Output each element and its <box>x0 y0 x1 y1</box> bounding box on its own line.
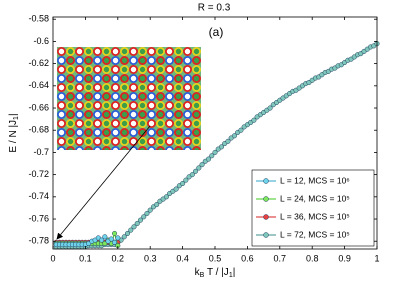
data-point <box>251 117 257 123</box>
data-point <box>180 180 186 187</box>
data-point <box>205 156 212 162</box>
y-tick-label: -0.74 <box>28 191 49 201</box>
data-point <box>112 230 118 237</box>
data-point <box>144 210 150 217</box>
data-point <box>154 202 160 208</box>
legend-label: L = 12, MCS = 10⁶ <box>280 175 350 185</box>
data-point <box>141 214 147 220</box>
legend-swatch-marker <box>263 214 269 220</box>
x-tick-label: 0.5 <box>209 253 222 263</box>
ylabel-part: E / N |J <box>8 120 19 153</box>
y-tick-label: -0.62 <box>28 58 49 68</box>
inset-lattice <box>57 47 201 150</box>
x-tick-label: 0 <box>50 253 55 263</box>
data-point <box>137 217 144 223</box>
legend-swatch-marker <box>263 232 269 238</box>
x-tick-label: 0.4 <box>176 253 189 263</box>
xlabel-part: | <box>233 267 236 278</box>
legend: L = 12, MCS = 10⁶ L = 24, MCS = 10⁵ L = 36… <box>251 169 375 247</box>
y-tick-label: -0.68 <box>28 125 49 135</box>
y-tick-label: -0.78 <box>28 236 49 246</box>
x-tick-label: 0.3 <box>144 253 157 263</box>
ylabel-part: 1 <box>13 116 20 120</box>
data-point <box>99 237 105 243</box>
data-point <box>147 207 153 213</box>
xlabel-part: B <box>200 272 205 279</box>
legend-label: L = 72, MCS = 10⁵ <box>280 229 350 239</box>
data-point <box>173 186 179 192</box>
y-tick-label: -0.72 <box>28 169 49 179</box>
data-point <box>199 162 205 168</box>
data-point <box>183 177 189 183</box>
data-point <box>225 138 231 144</box>
data-point <box>218 144 225 150</box>
data-point <box>108 236 114 242</box>
xlabel-part: T / |J <box>204 267 228 278</box>
data-point <box>212 149 218 155</box>
data-point <box>209 153 215 159</box>
legend-label: L = 24, MCS = 10⁵ <box>280 193 350 203</box>
x-tick-label: 0.6 <box>241 253 254 263</box>
x-tick-label: 0.7 <box>274 253 287 263</box>
x-tick-label: 0.1 <box>79 253 92 263</box>
legend-swatch-marker <box>263 196 269 202</box>
data-point <box>124 230 131 237</box>
xlabel-part: 1 <box>229 272 233 279</box>
data-point <box>131 224 137 230</box>
legend-swatch-marker <box>263 178 269 184</box>
data-point <box>112 239 118 245</box>
xlabel-part: k <box>195 267 201 278</box>
y-tick-label: -0.7 <box>33 147 49 157</box>
annotation: (a) <box>209 25 224 39</box>
data-point <box>115 235 121 241</box>
y-tick-label: -0.66 <box>28 102 49 112</box>
x-tick-label: 0.2 <box>112 253 125 263</box>
data-point <box>196 165 202 171</box>
x-axis-label: kB T / |J1| <box>195 267 236 280</box>
y-tick-label: -0.6 <box>33 36 49 46</box>
chart-title: R = 0.3 <box>198 3 231 14</box>
data-point <box>193 168 199 174</box>
data-point <box>267 105 273 111</box>
x-tick-label: 0.8 <box>306 253 319 263</box>
data-point <box>102 234 108 240</box>
y-tick-label: -0.58 <box>28 14 49 24</box>
plot <box>53 41 380 250</box>
data-point <box>134 220 140 227</box>
data-point <box>163 194 169 200</box>
data-point <box>128 227 134 233</box>
legend-label: L = 36, MCS = 10⁵ <box>280 211 350 221</box>
arrow <box>56 125 151 240</box>
y-axis-label: E / N |J1| <box>8 113 21 152</box>
data-point <box>238 127 244 133</box>
y-tick-label: -0.64 <box>28 80 49 90</box>
data-point <box>189 172 195 178</box>
y-tick-label: -0.76 <box>28 213 49 223</box>
data-point <box>121 234 127 240</box>
ylabel-part: | <box>8 113 19 116</box>
x-tick-label: 1 <box>374 253 379 263</box>
data-point <box>231 133 237 139</box>
legend-box <box>251 169 375 247</box>
x-tick-label: 0.9 <box>338 253 351 263</box>
